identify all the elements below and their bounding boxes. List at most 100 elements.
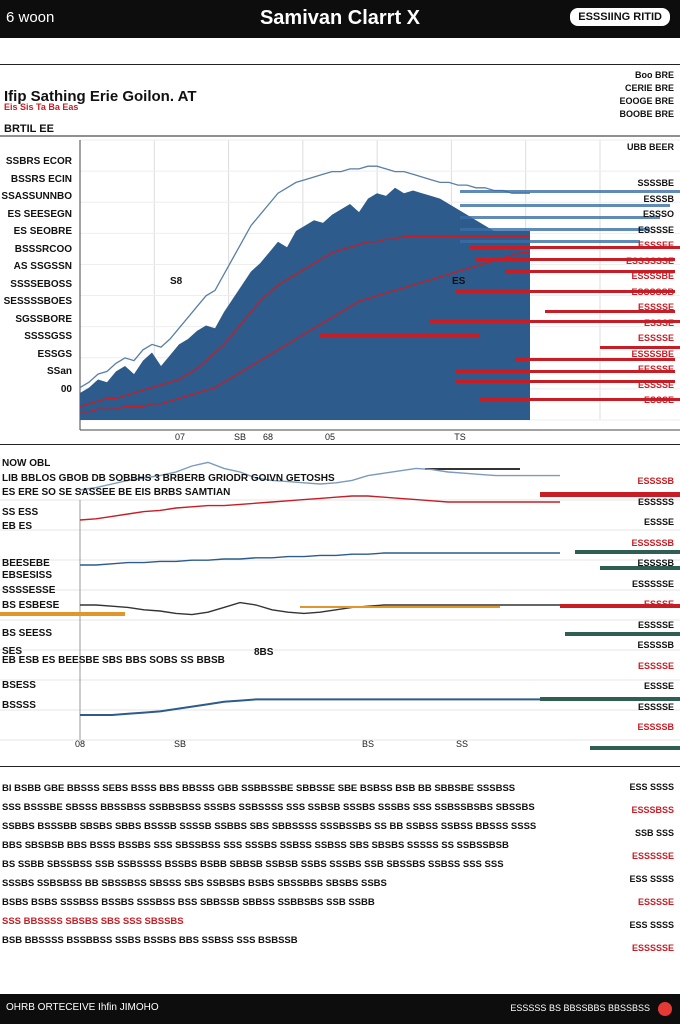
text-line: SSBBS BSSSBB SBSBS SBBS BSSSB SSSSB SSBB… [2,821,537,832]
mid-right-label: ESSSSB [637,476,674,486]
mid-left-label: BS ESBESE [2,600,60,611]
mid-left-label: SES [2,646,23,657]
mid-line-series-4 [80,698,560,716]
mid-right-label: ESSSSB [637,640,674,650]
mid-head-line: LIB BBLOS GBOB DB SOBBHS 3 BRBERB GRIODR… [2,473,335,484]
text-line: BBS SBSBSB BBS BSSS BSSBS SSS SBSSBSS SS… [2,840,509,851]
red-bar [515,358,675,361]
mid-left-label: SSSSESSE [2,585,56,596]
top-x-tick-label: 07 [175,432,185,442]
mid-annotation: 8BS [254,647,274,658]
top-right-label: ESSSSE [637,379,674,390]
top-y-label: SSASSUNNBO [1,191,72,202]
top-y-label: SGSSBORE [15,313,72,325]
mid-right-label: ESSSE [643,599,674,609]
top-x-tick-label: 68 [263,432,273,442]
mid-right-label: ESSSSE [637,701,674,712]
top-right-label: SSSSBE [637,178,674,188]
mid-bar [565,632,680,636]
top-y-label: ESSGS [37,348,72,360]
mid-left-label: BSSSS [2,700,36,711]
band-bar [460,190,680,193]
mid-x-tick-label: SS [456,739,468,749]
footer: OHRB ORTECEIVE Ihfin JIMOHO ESSSSS BS BB… [0,994,680,1024]
text-right-label: SSB SSS [634,828,674,838]
line-series-1 [79,165,530,389]
footer-left-text: OHRB ORTECEIVE Ihfin JIMOHO [6,1002,159,1013]
red-bar [455,370,675,373]
top-right-label: ESSSSSB [631,286,674,297]
top-x-tick-label: 05 [325,432,335,442]
text-line: SSS BSSSBE SBSSS BBSSBSS SSBBSBSS SSSBS … [2,802,535,813]
text-right-label: ESSSSSE [631,943,674,953]
divider [0,444,680,445]
mid-right-label: ESSSSSE [631,578,674,589]
top-y-label: ES SEESEGN [7,208,72,220]
top-right-label: ESSSSSSE [625,255,674,266]
red-bar [455,380,675,383]
mid-left-label: BS SEESS [2,628,53,639]
top-y-label: BSSRS ECIN [10,173,72,185]
text-right-label: ESSSBSS [631,805,674,815]
top-right-label: ESSSEE [637,240,674,250]
top-annotation: S8 [170,276,183,287]
text-line: SSSBS SSBSBSS BB SBSSBSS SBSSS SBS SSBSB… [2,878,387,889]
red-bar [505,270,675,273]
orange-bar [0,612,125,616]
mid-line-series-1 [79,495,560,521]
mid-top-rule [425,468,520,470]
page-title: Samivan Clarrt X [259,7,421,29]
top-x-tick-label: TS [454,432,466,442]
top-y-label: ES SEOBRE [13,226,72,237]
top-y-label: 00 [60,383,72,395]
mid-bar [560,604,680,608]
mid-bar [575,550,680,554]
mid-right-label: ESSSSE [637,660,674,671]
text-line: BS SSBB SBSSBSS SSB SSBSSSS BSSBS BSBB S… [2,859,504,870]
section-label: BRTIL EE [4,123,54,135]
red-bar [455,290,675,293]
top-y-label: SSan [46,366,72,377]
top-right-label: ESSSE [643,317,674,328]
record-icon[interactable] [658,1002,672,1016]
top-y-label: BSSSRCOO [14,243,72,255]
line-series-3 [80,251,530,413]
line-series-2 [79,235,530,408]
top-x-tick-label: SB [234,432,246,442]
top-right-label: ESSSSBE [631,348,674,359]
mid-chart: 08 SB BS SS [0,461,680,750]
top-right-label: ESSSE [643,395,674,405]
subheader-right-line: BOOBE BRE [619,109,674,119]
mid-x-tick-label: 08 [75,739,85,749]
subheader-right-line: Boo BRE [635,70,674,80]
top-corner-label: UBB BEER [626,142,674,152]
divider [0,766,680,767]
mid-left-label: BSESS [2,680,36,691]
mid-line-series-2 [80,552,560,566]
text-right-label: ESSSSSE [631,851,674,861]
mid-right-label: ESSSSB [637,558,674,568]
footer-right-text: ESSSSS BS BBSSBBS BBSSBSS [510,1003,650,1013]
band-bar [460,240,640,243]
text-right-label: ESS SSSS [629,874,674,884]
mid-right-label: ESSSE [643,681,674,691]
top-right-label: ESSSO [642,209,674,219]
mid-left-label: SS ESS [2,507,39,518]
red-bar [470,246,680,249]
area-series-0 [80,187,530,420]
divider [0,64,680,65]
band-bar [460,228,650,231]
header-button[interactable]: ESSSIING RITID [570,8,670,26]
mid-right-label: ESSSSS [637,496,674,507]
mid-left-label: EB ES [2,521,33,532]
top-right-label: ESSSSE [637,302,674,312]
mid-line-series-0 [79,461,560,491]
top-y-label: SSSSEBOSS [10,278,72,290]
top-right-label: EESSSE [637,364,674,374]
band-bar [460,204,670,207]
red-bar [540,492,680,497]
mid-x-tick-label: SB [174,739,186,749]
area-series-4 [80,395,530,420]
mid-head-left: NOW OBL [2,458,51,469]
